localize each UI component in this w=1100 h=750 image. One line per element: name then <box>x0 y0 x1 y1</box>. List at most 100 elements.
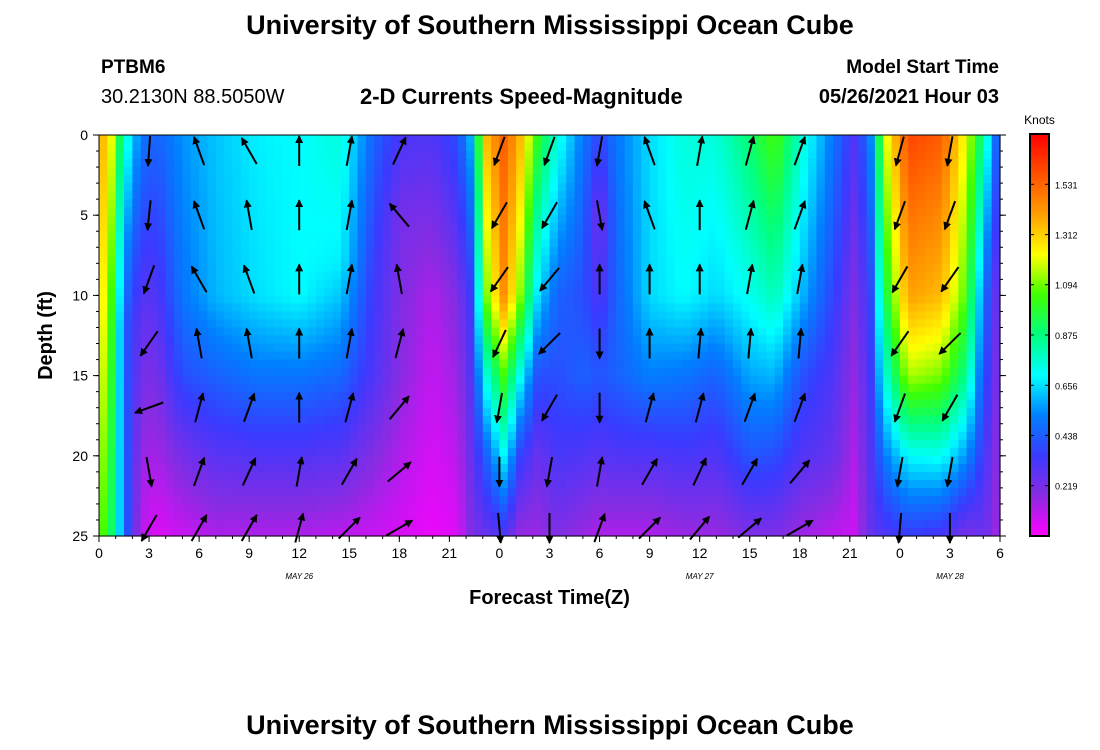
heatmap-cell <box>240 167 250 176</box>
heatmap-cell <box>249 207 259 216</box>
heatmap-cell <box>449 375 459 385</box>
heatmap-cell <box>307 479 317 489</box>
heatmap-cell <box>124 175 133 184</box>
heatmap-cell <box>557 479 567 489</box>
heatmap-cell <box>657 415 667 425</box>
heatmap-cell <box>549 391 559 401</box>
heatmap-cell <box>624 183 634 192</box>
heatmap-cell <box>616 279 626 288</box>
heatmap-cell <box>724 175 734 184</box>
heatmap-cell <box>724 335 734 345</box>
heatmap-cell <box>808 159 818 168</box>
heatmap-cell <box>741 335 751 345</box>
heatmap-cell <box>107 191 117 200</box>
heatmap-cell <box>124 287 133 296</box>
heatmap-cell <box>132 455 142 465</box>
heatmap-cell <box>532 255 542 264</box>
heatmap-cell <box>849 295 859 305</box>
heatmap-cell <box>165 407 175 417</box>
heatmap-cell <box>858 351 868 361</box>
heatmap-cell <box>708 215 717 224</box>
heatmap-cell <box>632 335 642 345</box>
heatmap-cell <box>265 415 275 425</box>
heatmap-cell <box>115 415 125 425</box>
heatmap-cell <box>566 463 576 473</box>
heatmap-cell <box>432 447 442 457</box>
heatmap-cell <box>215 255 225 264</box>
heatmap-cell <box>849 183 859 192</box>
heatmap-cell <box>332 191 342 200</box>
heatmap-cell <box>716 399 726 409</box>
heatmap-cell <box>666 423 676 433</box>
heatmap-cell <box>883 335 893 345</box>
heatmap-cell <box>624 527 634 537</box>
heatmap-cell <box>791 311 801 321</box>
heatmap-cell <box>532 167 542 176</box>
heatmap-cell <box>749 415 759 425</box>
heatmap-cell <box>416 415 425 425</box>
heatmap-cell <box>407 431 417 441</box>
heatmap-cell <box>724 167 734 176</box>
heatmap-cell <box>324 263 334 272</box>
heatmap-cell <box>758 183 767 192</box>
heatmap-cell <box>816 487 826 497</box>
heatmap-cell <box>674 231 684 240</box>
heatmap-cell <box>766 199 776 208</box>
heatmap-cell <box>207 167 217 176</box>
heatmap-cell <box>265 383 275 393</box>
heatmap-cell <box>816 383 826 393</box>
heatmap-cell <box>474 263 484 272</box>
heatmap-cell <box>257 231 267 240</box>
heatmap-cell <box>866 463 876 473</box>
heatmap-cell <box>574 447 584 457</box>
heatmap-cell <box>482 351 492 361</box>
heatmap-cell <box>441 383 450 393</box>
heatmap-cell <box>307 135 317 144</box>
heatmap-cell <box>541 287 551 296</box>
heatmap-cell <box>274 271 284 280</box>
heatmap-cell <box>624 399 634 409</box>
heatmap-cell <box>424 247 434 256</box>
heatmap-cell <box>749 223 759 232</box>
heatmap-cell <box>766 191 776 200</box>
heatmap-cell <box>299 503 309 513</box>
heatmap-cell <box>624 511 634 521</box>
heatmap-cell <box>532 231 542 240</box>
heatmap-cell <box>466 223 476 232</box>
heatmap-cell <box>407 239 417 248</box>
heatmap-cell <box>591 287 601 296</box>
heatmap-cell <box>674 423 684 433</box>
heatmap-cell <box>449 439 459 449</box>
heatmap-cell <box>766 367 776 377</box>
heatmap-cell <box>574 383 584 393</box>
heatmap-cell <box>708 383 717 393</box>
heatmap-cell <box>382 495 392 505</box>
heatmap-cell <box>124 327 133 337</box>
heatmap-cell <box>390 247 400 256</box>
heatmap-cell <box>899 311 909 321</box>
heatmap-cell <box>232 247 242 256</box>
heatmap-cell <box>682 215 692 224</box>
heatmap-cell <box>257 143 267 152</box>
heatmap-cell <box>332 167 342 176</box>
heatmap-cell <box>599 311 609 321</box>
heatmap-cell <box>449 191 459 200</box>
heatmap-cell <box>674 495 684 505</box>
heatmap-cell <box>582 231 592 240</box>
heatmap-cell <box>132 175 142 184</box>
heatmap-cell <box>491 463 501 473</box>
heatmap-cell <box>215 135 225 144</box>
heatmap-cell <box>574 439 584 449</box>
heatmap-cell <box>774 255 784 264</box>
heatmap-cell <box>140 527 150 537</box>
heatmap-cell <box>399 527 409 537</box>
heatmap-cell <box>474 239 484 248</box>
heatmap-cell <box>524 455 534 465</box>
heatmap-cell <box>741 343 751 353</box>
heatmap-cell <box>791 423 801 433</box>
heatmap-cell <box>99 263 108 272</box>
heatmap-cell <box>866 471 876 481</box>
heatmap-cell <box>182 455 192 465</box>
heatmap-cell <box>833 407 843 417</box>
heatmap-cell <box>157 431 167 441</box>
